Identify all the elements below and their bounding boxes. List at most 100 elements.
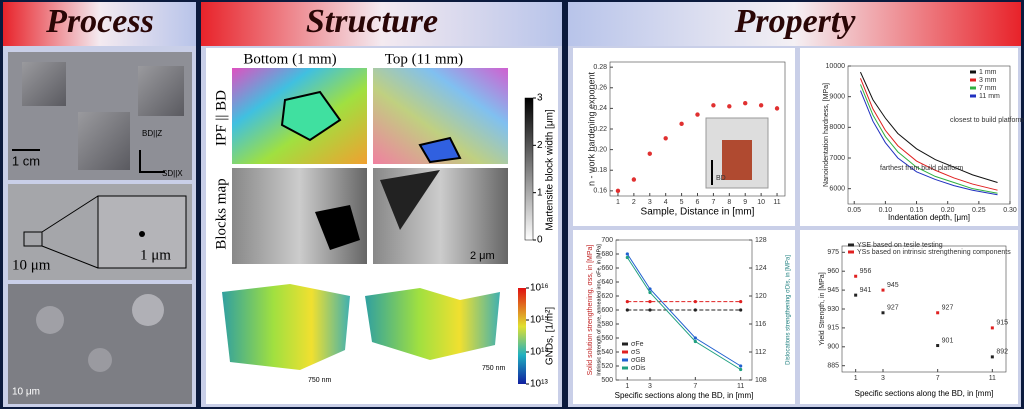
y2-tick-label: 108 — [755, 377, 767, 384]
colorbar-tick-label: 10¹⁵ — [530, 315, 549, 326]
x-tick-label: 2 — [632, 199, 636, 206]
y2-tick-label: 124 — [755, 265, 767, 272]
y-tick-label: 680 — [601, 251, 613, 258]
y-tick-label: 0.24 — [593, 105, 607, 112]
point — [936, 311, 940, 315]
y-tick-label: 975 — [827, 249, 839, 256]
chart-box — [800, 48, 1018, 226]
x-tick-label: 11 — [737, 383, 744, 390]
point — [881, 311, 885, 315]
x-tick-label: 1 — [854, 375, 858, 382]
y-tick-label: 900 — [827, 344, 839, 351]
x-tick-label: 11 — [773, 199, 780, 206]
marker — [648, 308, 652, 312]
x-tick-label: 3 — [648, 199, 652, 206]
legend-swatch — [970, 70, 976, 74]
axis-label: SD||X — [162, 169, 183, 178]
marker — [739, 367, 743, 372]
y-tick-label: 945 — [827, 287, 839, 294]
legend-label: σDis — [631, 365, 646, 372]
point — [774, 106, 780, 111]
series-line — [860, 71, 998, 184]
cube — [78, 112, 130, 170]
legend-swatch — [622, 358, 628, 362]
series-line — [859, 84, 998, 194]
x-tick-label: 10 — [757, 199, 765, 206]
y-tick-label: 9000 — [829, 94, 845, 101]
y-tick-label: 0.18 — [593, 167, 607, 174]
series-line — [626, 253, 741, 367]
colorbar-tick-label: 10¹⁶ — [530, 283, 549, 294]
y-axis-label: n - work hardening exponent — [586, 71, 596, 186]
value-label: 901 — [942, 337, 954, 344]
point — [854, 293, 858, 297]
marker — [625, 252, 629, 256]
y-tick-label: 560 — [601, 335, 613, 342]
panel-title: Structure — [306, 3, 438, 40]
y-tick-label: 580 — [601, 321, 613, 328]
value-label: 927 — [887, 305, 899, 312]
pore — [139, 231, 145, 237]
panel-title: Property — [734, 3, 857, 40]
colorbar-tick-label: 10¹⁴ — [530, 347, 549, 358]
legend-swatch — [622, 342, 628, 346]
cube — [138, 66, 184, 116]
marker — [648, 300, 652, 304]
x-axis-label: Indentation depth, [μm] — [888, 213, 970, 222]
scale-label: 750 nm — [482, 365, 506, 372]
grain-outline — [280, 90, 342, 142]
y-tick-label: 520 — [601, 363, 613, 370]
particle — [88, 348, 112, 372]
x-tick-label: 3 — [881, 375, 885, 382]
x-tick-label: 0.05 — [847, 207, 861, 214]
point — [990, 355, 994, 359]
colorbar-tick-label: 2 — [537, 140, 543, 151]
x-tick-label: 6 — [696, 199, 700, 206]
point — [679, 121, 684, 127]
series-line — [626, 257, 741, 370]
marker — [693, 336, 697, 340]
x-tick-label: 9 — [743, 199, 747, 206]
point — [758, 103, 764, 108]
value-label: 915 — [996, 320, 1008, 327]
marker — [739, 364, 743, 368]
particle — [132, 294, 164, 326]
legend-swatch — [970, 86, 976, 90]
point — [631, 177, 637, 182]
scale-label: 10 μm — [12, 387, 40, 398]
block — [380, 170, 440, 230]
x-tick-label: 0.25 — [972, 207, 986, 214]
y-tick-label: 885 — [827, 363, 839, 370]
annotation: BD — [716, 175, 726, 182]
x-tick-label: 7 — [711, 199, 715, 206]
marker — [625, 308, 629, 312]
y-tick-label: 0.16 — [593, 188, 607, 195]
marker — [648, 287, 652, 291]
marker — [693, 300, 697, 304]
point — [881, 288, 885, 292]
x-axis-label: Specific sections along the BD, in [mm] — [855, 389, 994, 398]
y2-tick-label: 128 — [755, 237, 767, 244]
legend-label: 1 mm — [979, 69, 997, 76]
plot-frame — [847, 65, 1011, 205]
legend-label: YSE based on tesile testing — [857, 242, 943, 249]
y-tick-label: 6000 — [829, 186, 845, 193]
legend-swatch — [848, 250, 854, 254]
cube — [22, 62, 66, 106]
y-tick-label: 540 — [601, 349, 613, 356]
x-tick-label: 1 — [625, 383, 629, 390]
y-tick-label: 7000 — [829, 155, 845, 162]
row-label: Blocks map — [213, 178, 229, 249]
y-tick-label: 10000 — [826, 63, 846, 70]
colorbar — [524, 97, 534, 241]
value-label: 892 — [996, 349, 1008, 356]
x-tick-label: 3 — [648, 383, 652, 390]
y-tick-label: 500 — [601, 377, 613, 384]
chart-box — [573, 230, 795, 404]
value-label: 927 — [942, 305, 954, 312]
y2-tick-label: 116 — [755, 321, 766, 328]
point — [647, 151, 652, 156]
legend-swatch — [970, 94, 976, 98]
x-tick-label: 7 — [693, 383, 697, 390]
